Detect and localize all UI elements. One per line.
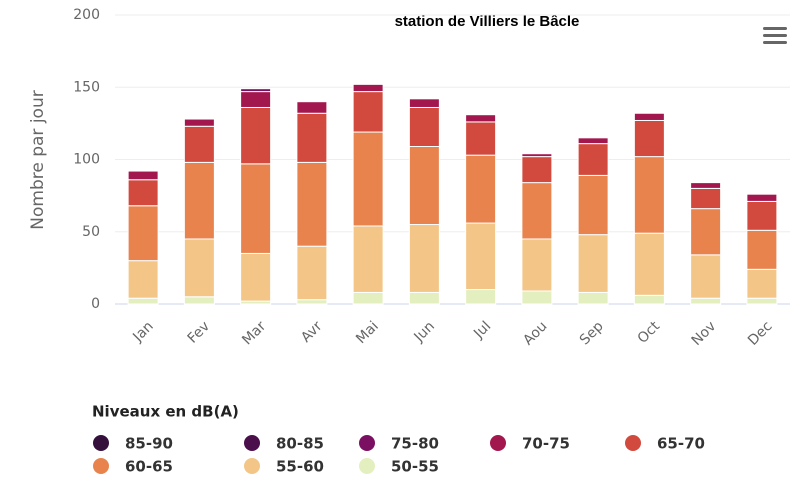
bar-segment bbox=[127, 297, 159, 305]
bar-segment bbox=[183, 118, 215, 127]
x-tick-label: Mai bbox=[353, 318, 382, 347]
bar-segment bbox=[183, 296, 215, 305]
bar-segment bbox=[633, 119, 665, 158]
bar-segment bbox=[690, 297, 722, 305]
x-tick-label: Oct bbox=[635, 318, 664, 347]
bar-segment bbox=[240, 252, 272, 302]
bar-segment bbox=[746, 200, 778, 231]
legend-label: 75-80 bbox=[391, 435, 439, 453]
bar-segment bbox=[577, 234, 609, 293]
x-tick-label: Dec bbox=[745, 318, 775, 348]
bar-segment bbox=[465, 222, 497, 291]
x-tick-label: Avr bbox=[298, 318, 326, 346]
legend-label: 55-60 bbox=[276, 458, 324, 476]
x-tick-label: Sep bbox=[577, 318, 607, 348]
bar-segment bbox=[633, 294, 665, 305]
bar-segment bbox=[408, 98, 440, 108]
bar-segment bbox=[577, 291, 609, 305]
bar-segment bbox=[296, 245, 328, 301]
bar-segment bbox=[127, 179, 159, 207]
bar-segment bbox=[465, 289, 497, 305]
legend-label: 85-90 bbox=[125, 435, 173, 453]
bar-segment bbox=[183, 238, 215, 298]
x-tick-label: Nov bbox=[689, 318, 720, 349]
legend-marker bbox=[93, 458, 109, 474]
legend-marker bbox=[490, 435, 506, 451]
bar-segment bbox=[296, 299, 328, 305]
y-axis-label: Nombre par jour bbox=[28, 90, 48, 229]
bar-segment bbox=[240, 106, 272, 165]
bar-segment bbox=[352, 91, 384, 133]
bar-segment bbox=[521, 153, 553, 158]
legend-title: Niveaux en dB(A) bbox=[92, 403, 239, 421]
bar-segment bbox=[408, 145, 440, 226]
bar-segment bbox=[127, 170, 159, 181]
bar-segment bbox=[577, 137, 609, 145]
legend-label: 70-75 bbox=[522, 435, 570, 453]
bar-segment bbox=[521, 238, 553, 292]
bar-segment bbox=[577, 174, 609, 236]
bar-segment bbox=[240, 163, 272, 254]
bar-segment bbox=[633, 112, 665, 121]
bar-segment bbox=[183, 161, 215, 240]
bar-segment bbox=[690, 254, 722, 299]
legend-label: 50-55 bbox=[391, 458, 439, 476]
legend-marker bbox=[625, 435, 641, 451]
y-tick-label: 150 bbox=[73, 79, 100, 95]
bar-segment bbox=[240, 88, 272, 93]
x-tick-label: Jul bbox=[470, 318, 494, 342]
bar-segment bbox=[690, 187, 722, 210]
bar-segment bbox=[127, 205, 159, 262]
bar-segment bbox=[633, 156, 665, 234]
legend-label: 65-70 bbox=[657, 435, 705, 453]
bar-segment bbox=[465, 114, 497, 123]
x-tick-label: Jun bbox=[411, 318, 438, 345]
bar-segment bbox=[746, 193, 778, 202]
y-tick-label: 100 bbox=[73, 152, 100, 168]
bar-segment bbox=[746, 297, 778, 305]
bar-segment bbox=[408, 106, 440, 147]
bar-segment bbox=[296, 161, 328, 247]
y-tick-label: 0 bbox=[91, 296, 100, 312]
bar-segment bbox=[521, 182, 553, 240]
bar-segment bbox=[690, 208, 722, 256]
x-tick-label: Mar bbox=[239, 318, 269, 348]
bar-segment bbox=[690, 182, 722, 189]
x-tick-label: Fev bbox=[185, 318, 213, 346]
bar-segment bbox=[577, 143, 609, 176]
legend-label: 80-85 bbox=[276, 435, 324, 453]
bar-segment bbox=[465, 154, 497, 224]
bar-segment bbox=[521, 156, 553, 184]
y-tick-label: 200 bbox=[73, 7, 100, 23]
bar-segment bbox=[633, 232, 665, 296]
bar-segment bbox=[296, 101, 328, 114]
legend-marker bbox=[244, 435, 260, 451]
y-tick-label: 50 bbox=[82, 224, 100, 240]
bar-segment bbox=[296, 112, 328, 163]
bar-segment bbox=[183, 125, 215, 163]
legend-marker bbox=[244, 458, 260, 474]
x-tick-label: Jan bbox=[129, 318, 156, 345]
chart-title: station de Villiers le Bâcle bbox=[395, 13, 580, 30]
bar-segment bbox=[408, 224, 440, 293]
bar-segment bbox=[746, 268, 778, 299]
bar-segment bbox=[127, 260, 159, 299]
menu-icon[interactable] bbox=[763, 27, 787, 44]
legend-marker bbox=[359, 458, 375, 474]
legend-marker bbox=[359, 435, 375, 451]
bar-segment bbox=[240, 91, 272, 108]
bar-segment bbox=[408, 291, 440, 305]
bar-segment bbox=[352, 225, 384, 293]
bar-segment bbox=[352, 291, 384, 305]
legend-marker bbox=[93, 435, 109, 451]
bar-segment bbox=[465, 121, 497, 156]
x-tick-label: Aou bbox=[520, 318, 550, 348]
bar-segment bbox=[352, 83, 384, 93]
bar-segment bbox=[746, 229, 778, 270]
bar-segment bbox=[352, 131, 384, 227]
legend-label: 60-65 bbox=[125, 458, 173, 476]
bar-segment bbox=[521, 290, 553, 305]
